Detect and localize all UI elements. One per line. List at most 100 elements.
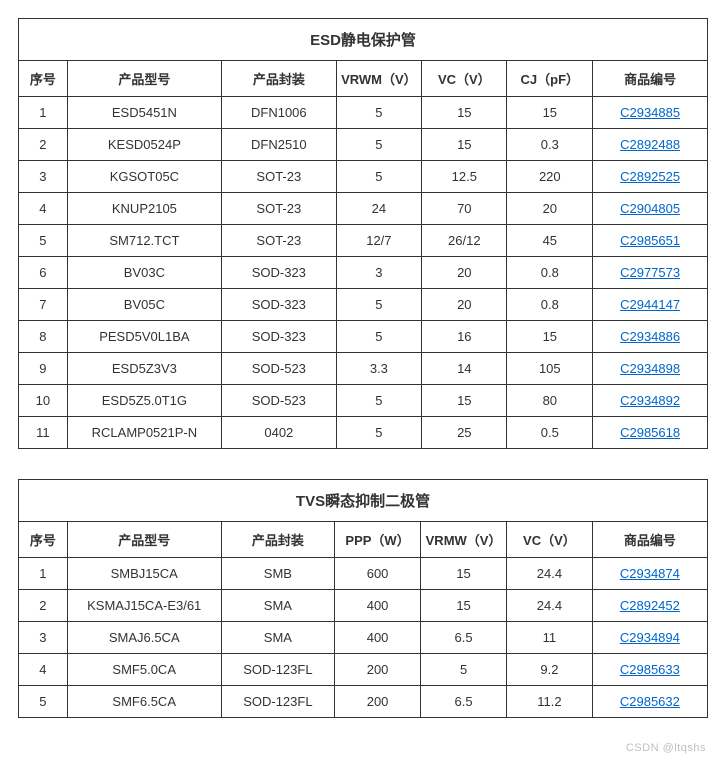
cell-idx: 5 <box>19 686 68 718</box>
table-row: 2KESD0524PDFN25105150.3C2892488 <box>19 129 708 161</box>
cell-a: 5 <box>336 417 422 449</box>
cell-c: 11.2 <box>507 686 593 718</box>
cell-code: C2934898 <box>593 353 708 385</box>
cell-b: 15 <box>422 385 507 417</box>
cell-code: C2934886 <box>593 321 708 353</box>
table1-header-row: 序号 产品型号 产品封装 VRWM（V） VC（V） CJ（pF） 商品编号 <box>19 61 708 97</box>
product-code-link[interactable]: C2892525 <box>620 169 680 184</box>
cell-code: C2944147 <box>593 289 708 321</box>
cell-model: SMBJ15CA <box>67 558 221 590</box>
cell-model: KESD0524P <box>67 129 221 161</box>
cell-idx: 9 <box>19 353 68 385</box>
table1-title-row: ESD静电保护管 <box>19 19 708 61</box>
cell-pkg: SOD-323 <box>222 289 336 321</box>
cell-idx: 4 <box>19 654 68 686</box>
cell-idx: 5 <box>19 225 68 257</box>
product-code-link[interactable]: C2934894 <box>620 630 680 645</box>
cell-b: 20 <box>422 257 507 289</box>
cell-code: C2904805 <box>593 193 708 225</box>
cell-pkg: SOD-123FL <box>221 654 335 686</box>
cell-c: 80 <box>507 385 593 417</box>
cell-c: 11 <box>507 622 593 654</box>
cell-a: 5 <box>336 97 422 129</box>
product-code-link[interactable]: C2892488 <box>620 137 680 152</box>
cell-b: 15 <box>422 97 507 129</box>
cell-b: 6.5 <box>421 686 507 718</box>
cell-code: C2977573 <box>593 257 708 289</box>
table-row: 2KSMAJ15CA-E3/61SMA4001524.4C2892452 <box>19 590 708 622</box>
cell-pkg: SOT-23 <box>222 225 336 257</box>
cell-code: C2892452 <box>592 590 707 622</box>
product-code-link[interactable]: C2934885 <box>620 105 680 120</box>
table2-title: TVS瞬态抑制二极管 <box>19 480 708 522</box>
cell-a: 600 <box>335 558 421 590</box>
cell-model: KSMAJ15CA-E3/61 <box>67 590 221 622</box>
cell-code: C2934885 <box>593 97 708 129</box>
cell-pkg: SOD-523 <box>222 353 336 385</box>
cell-c: 0.8 <box>507 289 593 321</box>
cell-model: ESD5Z3V3 <box>67 353 221 385</box>
table-row: 7BV05CSOD-3235200.8C2944147 <box>19 289 708 321</box>
product-code-link[interactable]: C2934874 <box>620 566 680 581</box>
cell-c: 0.3 <box>507 129 593 161</box>
cell-pkg: SMA <box>221 590 335 622</box>
cell-b: 15 <box>421 558 507 590</box>
cell-b: 14 <box>422 353 507 385</box>
cell-c: 24.4 <box>507 590 593 622</box>
cell-c: 20 <box>507 193 593 225</box>
cell-code: C2985633 <box>592 654 707 686</box>
table1-title: ESD静电保护管 <box>19 19 708 61</box>
cell-idx: 1 <box>19 558 68 590</box>
cell-a: 200 <box>335 686 421 718</box>
cell-a: 24 <box>336 193 422 225</box>
cell-c: 0.8 <box>507 257 593 289</box>
product-code-link[interactable]: C2934898 <box>620 361 680 376</box>
cell-code: C2985618 <box>593 417 708 449</box>
cell-b: 20 <box>422 289 507 321</box>
cell-model: ESD5Z5.0T1G <box>67 385 221 417</box>
cell-idx: 7 <box>19 289 68 321</box>
product-code-link[interactable]: C2944147 <box>620 297 680 312</box>
table-row: 10ESD5Z5.0T1GSOD-52351580C2934892 <box>19 385 708 417</box>
cell-idx: 6 <box>19 257 68 289</box>
cell-idx: 10 <box>19 385 68 417</box>
table-row: 9ESD5Z3V3SOD-5233.314105C2934898 <box>19 353 708 385</box>
product-code-link[interactable]: C2892452 <box>620 598 680 613</box>
product-code-link[interactable]: C2985633 <box>620 662 680 677</box>
cell-c: 0.5 <box>507 417 593 449</box>
cell-model: BV03C <box>67 257 221 289</box>
product-code-link[interactable]: C2985651 <box>620 233 680 248</box>
cell-b: 70 <box>422 193 507 225</box>
cell-pkg: 0402 <box>222 417 336 449</box>
table-row: 4SMF5.0CASOD-123FL20059.2C2985633 <box>19 654 708 686</box>
product-code-link[interactable]: C2934886 <box>620 329 680 344</box>
th-cj: CJ（pF） <box>507 61 593 97</box>
table-row: 11RCLAMP0521P-N04025250.5C2985618 <box>19 417 708 449</box>
cell-model: KGSOT05C <box>67 161 221 193</box>
table-row: 3KGSOT05CSOT-23512.5220C2892525 <box>19 161 708 193</box>
cell-b: 16 <box>422 321 507 353</box>
product-code-link[interactable]: C2904805 <box>620 201 680 216</box>
table-row: 6BV03CSOD-3233200.8C2977573 <box>19 257 708 289</box>
cell-idx: 2 <box>19 129 68 161</box>
cell-pkg: DFN1006 <box>222 97 336 129</box>
product-code-link[interactable]: C2985632 <box>620 694 680 709</box>
cell-c: 9.2 <box>507 654 593 686</box>
cell-idx: 4 <box>19 193 68 225</box>
table-row: 8PESD5V0L1BASOD-32351615C2934886 <box>19 321 708 353</box>
cell-c: 15 <box>507 97 593 129</box>
cell-code: C2934894 <box>592 622 707 654</box>
tvs-table: TVS瞬态抑制二极管 序号 产品型号 产品封装 PPP（W） VRMW（V） V… <box>18 479 708 718</box>
cell-a: 400 <box>335 622 421 654</box>
cell-pkg: SMA <box>221 622 335 654</box>
cell-code: C2892525 <box>593 161 708 193</box>
cell-a: 5 <box>336 129 422 161</box>
cell-code: C2934892 <box>593 385 708 417</box>
th-vc: VC（V） <box>422 61 507 97</box>
product-code-link[interactable]: C2934892 <box>620 393 680 408</box>
cell-pkg: SOD-323 <box>222 321 336 353</box>
product-code-link[interactable]: C2977573 <box>620 265 680 280</box>
cell-a: 200 <box>335 654 421 686</box>
th-idx: 序号 <box>19 61 68 97</box>
product-code-link[interactable]: C2985618 <box>620 425 680 440</box>
